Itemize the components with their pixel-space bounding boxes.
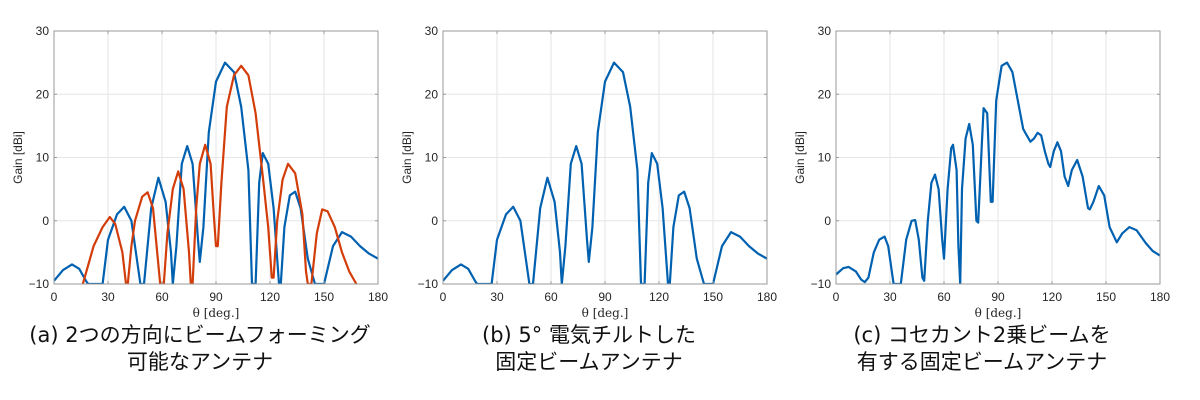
x-tick-label: 150 (1096, 290, 1116, 304)
y-tick-label: 20 (818, 87, 832, 101)
y-tick-label: −10 (29, 277, 50, 291)
x-tick-label: 150 (314, 290, 334, 304)
y-tick-label: 20 (425, 87, 439, 101)
x-tick-label: 90 (209, 290, 223, 304)
x-tick-label: 120 (260, 290, 280, 304)
y-tick-label: 0 (42, 214, 49, 228)
x-tick-label: 180 (757, 290, 777, 304)
x-tick-label: 60 (937, 290, 951, 304)
x-axis-label: θ [deg.] (975, 306, 1022, 320)
x-tick-label: 30 (490, 290, 504, 304)
chart-panel-b: 0 30 60 90 120 150 180 −10 0 10 20 30 θ [deg.] Gain [… (389, 0, 789, 400)
y-axis-label: Gain [dBi] (793, 131, 807, 184)
x-tick-label: 0 (440, 290, 447, 304)
chart-a-caption: (a) 2つの方向にビームフォーミング 可能なアンテナ (0, 322, 400, 376)
y-tick-label: 0 (824, 214, 831, 228)
chart-panel-a: 0 30 60 90 120 150 180 −10 0 10 20 30 θ [deg.] Gain [… (0, 0, 400, 400)
y-tick-label: 30 (425, 24, 439, 38)
x-tick-label: 180 (1150, 290, 1170, 304)
chart-a-caption-line1: (a) 2つの方向にビームフォーミング (29, 323, 371, 347)
x-tick-label: 30 (101, 290, 115, 304)
chart-b-caption-line2: 固定ビームアンテナ (495, 350, 683, 374)
y-tick-label: 30 (818, 24, 832, 38)
y-axis-label: Gain [dBi] (11, 131, 25, 184)
x-tick-label: 90 (598, 290, 612, 304)
y-tick-label: 10 (425, 151, 439, 165)
chart-a-caption-line2: 可能なアンテナ (126, 350, 274, 374)
series-line-1 (443, 61, 767, 284)
series-line-2 (81, 64, 358, 284)
y-tick-label: 30 (36, 24, 50, 38)
y-tick-label: 10 (818, 151, 832, 165)
chart-c-caption-line1: (c) コセカント2乗ビームを (853, 323, 1111, 347)
x-axis-label: θ [deg.] (193, 306, 240, 320)
chart-c-caption: (c) コセカント2乗ビームを 有する固定ビームアンテナ (782, 322, 1182, 376)
y-axis-label: Gain [dBi] (400, 131, 414, 184)
x-tick-label: 120 (1042, 290, 1062, 304)
chart-b-caption: (b) 5° 電気チルトした 固定ビームアンテナ (389, 322, 789, 376)
x-tick-label: 60 (155, 290, 169, 304)
x-tick-label: 60 (544, 290, 558, 304)
chart-c-caption-line2: 有する固定ビームアンテナ (856, 350, 1108, 374)
x-tick-label: 150 (703, 290, 723, 304)
y-tick-label: 20 (36, 87, 50, 101)
x-tick-label: 0 (833, 290, 840, 304)
chart-panel-c: 0 30 60 90 120 150 180 −10 0 10 20 30 θ [deg.] Gain [… (782, 0, 1182, 400)
y-tick-label: −10 (811, 277, 832, 291)
chart-b-caption-line1: (b) 5° 電気チルトした (482, 323, 696, 347)
x-tick-label: 120 (649, 290, 669, 304)
x-tick-label: 0 (51, 290, 58, 304)
x-tick-label: 30 (883, 290, 897, 304)
x-tick-label: 90 (991, 290, 1005, 304)
y-tick-label: −10 (418, 277, 439, 291)
y-tick-label: 10 (36, 151, 50, 165)
x-axis-label: θ [deg.] (582, 306, 629, 320)
y-tick-label: 0 (431, 214, 438, 228)
x-tick-label: 180 (368, 290, 388, 304)
series-line-1 (836, 61, 1160, 284)
